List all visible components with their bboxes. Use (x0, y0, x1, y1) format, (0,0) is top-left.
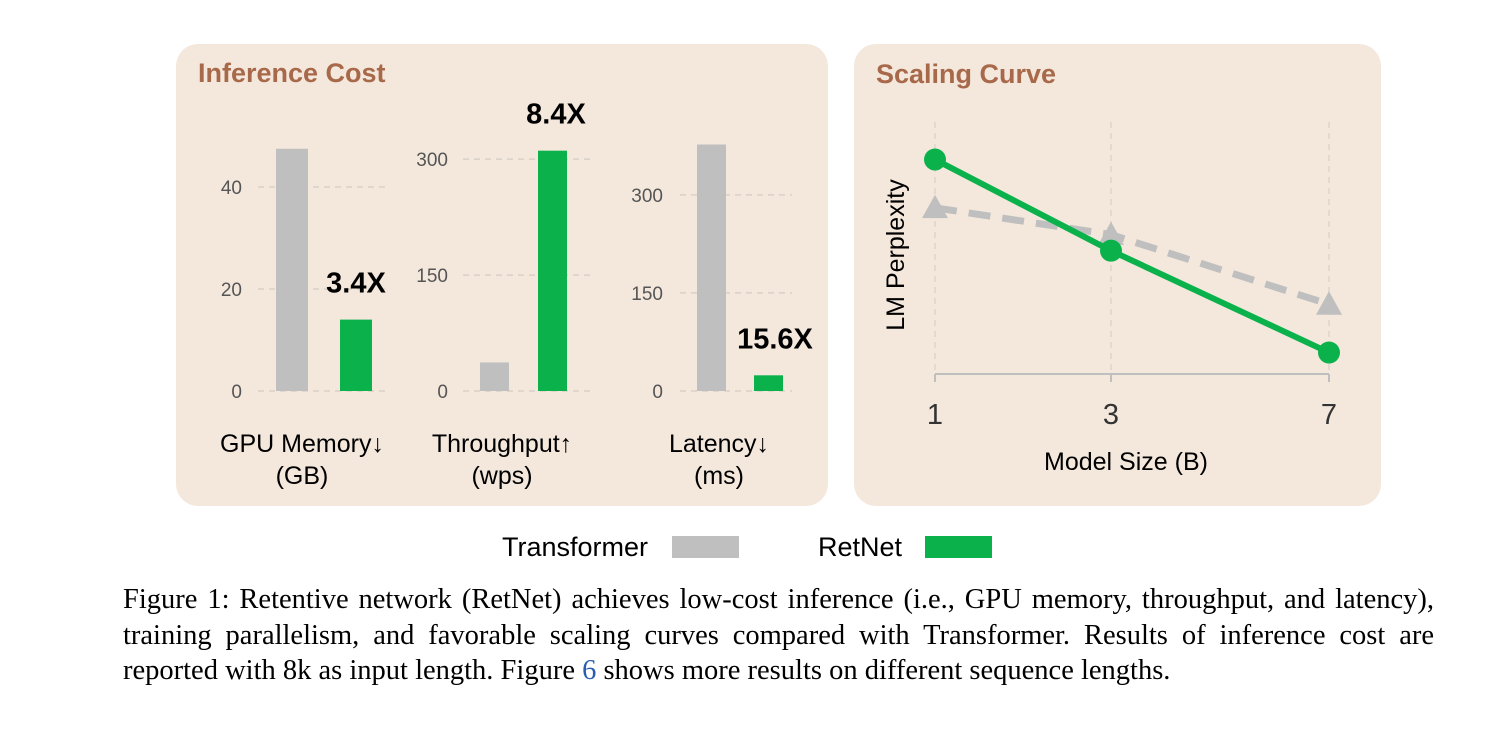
x-axis-label: Model Size (B) (1044, 448, 1208, 476)
x-tick-label: 3 (1103, 399, 1119, 431)
category-label: Throughput↑ (432, 430, 572, 458)
speedup-label: 15.6X (737, 323, 813, 355)
scaling-curve-title: Scaling Curve (876, 59, 1056, 89)
speedup-label: 3.4X (326, 268, 386, 300)
x-tick-label: 1 (927, 399, 943, 431)
bar-chart-1: 0 20 40 3.4X GPU Memory↓ (GB) (220, 148, 388, 490)
x-tick-label: 7 (1321, 399, 1337, 431)
category-unit-label: (GB) (276, 462, 329, 490)
y-tick-label: 0 (231, 382, 242, 403)
scaling-curve-panel (854, 44, 1381, 506)
y-tick-label: 0 (652, 382, 663, 403)
y-tick-label: 300 (416, 150, 448, 171)
inference-cost-title: Inference Cost (198, 58, 386, 88)
y-tick-label: 150 (416, 266, 448, 287)
y-tick-label: 20 (221, 280, 242, 301)
data-point-retnet (1318, 341, 1340, 364)
y-tick-label: 40 (221, 178, 242, 199)
legend-label-transformer: Transformer (502, 532, 648, 562)
legend-swatch-transformer (672, 536, 739, 558)
legend-label-retnet: RetNet (818, 532, 903, 562)
data-point-transformer (1316, 291, 1342, 315)
scaling-line-chart: 1 3 7 Model Size (B) LM Perplexity (882, 122, 1342, 476)
caption-text-end: shows more results on different sequence… (596, 655, 1171, 686)
y-tick-label: 300 (631, 186, 663, 207)
category-unit-label: (wps) (471, 462, 532, 490)
bar-transformer (697, 144, 726, 391)
legend: Transformer RetNet (502, 532, 992, 562)
category-unit-label: (ms) (694, 462, 744, 490)
bar-transformer (276, 148, 308, 391)
legend-swatch-retnet (925, 536, 992, 558)
bar-chart-2: 0 150 300 8.4X Throughput↑ (wps) (416, 99, 590, 490)
data-point-retnet (1100, 239, 1122, 262)
speedup-label: 8.4X (526, 99, 586, 131)
inference-bar-charts: 0 20 40 3.4X GPU Memory↓ (GB) 0 150 300 8.4X Throu… (220, 99, 813, 490)
figure-caption: Figure 1: Retentive network (RetNet) ach… (123, 582, 1434, 689)
bar-transformer (480, 362, 509, 391)
bar-chart-3: 0 150 300 15.6X Latency↓ (ms) (631, 144, 814, 490)
y-axis-label: LM Perplexity (882, 179, 910, 331)
bar-retnet (754, 375, 783, 391)
data-point-retnet (924, 148, 946, 171)
caption-text: Figure 1: Retentive network (RetNet) ach… (123, 584, 1434, 686)
bar-retnet (340, 319, 372, 391)
category-label: GPU Memory↓ (220, 430, 384, 458)
figure-6-link[interactable]: 6 (582, 655, 597, 686)
y-tick-label: 150 (631, 284, 663, 305)
y-tick-label: 0 (437, 382, 448, 403)
data-point-transformer (1098, 221, 1124, 245)
data-point-transformer (922, 194, 948, 219)
category-label: Latency↓ (669, 430, 769, 458)
bar-retnet (538, 150, 567, 391)
